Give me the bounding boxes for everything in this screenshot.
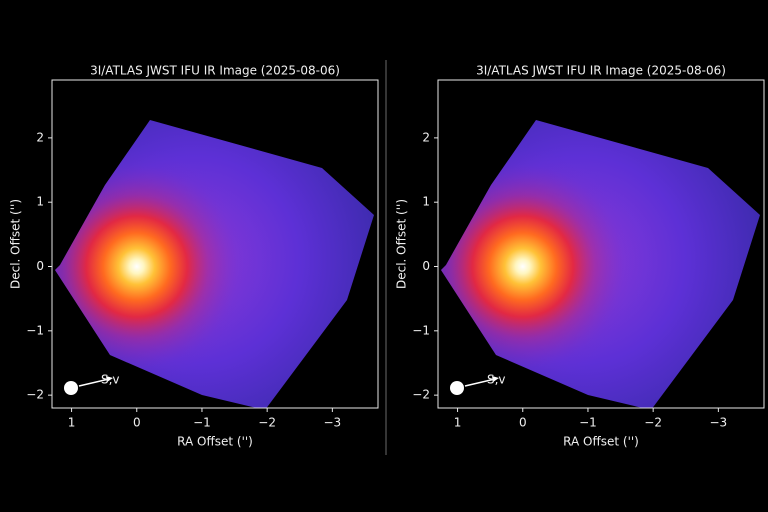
x-axis-label: RA Offset (''): [177, 435, 253, 449]
annotation: S,v: [101, 373, 120, 387]
y-tick-label: 2: [36, 130, 44, 144]
direction-arrow: [78, 378, 110, 387]
y-axis-label: Decl. Offset (''): [9, 199, 23, 289]
y-axis-label: Decl. Offset (''): [395, 199, 409, 289]
annotation: S,v: [487, 373, 506, 387]
direction-arrow: [464, 378, 496, 387]
x-tick-label: −3: [710, 416, 728, 430]
y-tick-label: −2: [26, 388, 44, 402]
y-tick-label: −1: [412, 323, 430, 337]
y-tick-label: 1: [36, 195, 44, 209]
x-tick-label: 0: [133, 416, 141, 430]
x-tick-label: 0: [519, 416, 527, 430]
chart-title: 3I/ATLAS JWST IFU IR Image (2025-08-06): [90, 64, 340, 78]
x-tick-label: −1: [579, 416, 597, 430]
y-tick-label: −1: [26, 323, 44, 337]
direction-dot: [450, 381, 464, 395]
x-axis-label: RA Offset (''): [563, 435, 639, 449]
arrow-head: [492, 376, 499, 382]
axes-frame: [437, 79, 765, 409]
y-tick-label: 2: [422, 130, 430, 144]
x-tick-label: −2: [644, 416, 662, 430]
x-tick-label: −2: [258, 416, 276, 430]
y-tick-label: 0: [422, 259, 430, 273]
x-tick-label: 1: [454, 416, 462, 430]
y-tick-label: 1: [422, 195, 430, 209]
arrow-head: [106, 376, 113, 382]
y-tick-label: 0: [36, 259, 44, 273]
x-tick-label: −3: [324, 416, 342, 430]
y-tick-label: −2: [412, 388, 430, 402]
chart-title: 3I/ATLAS JWST IFU IR Image (2025-08-06): [476, 64, 726, 78]
direction-dot: [64, 381, 78, 395]
x-tick-label: −1: [193, 416, 211, 430]
axes-frame: [51, 79, 379, 409]
x-tick-label: 1: [68, 416, 76, 430]
